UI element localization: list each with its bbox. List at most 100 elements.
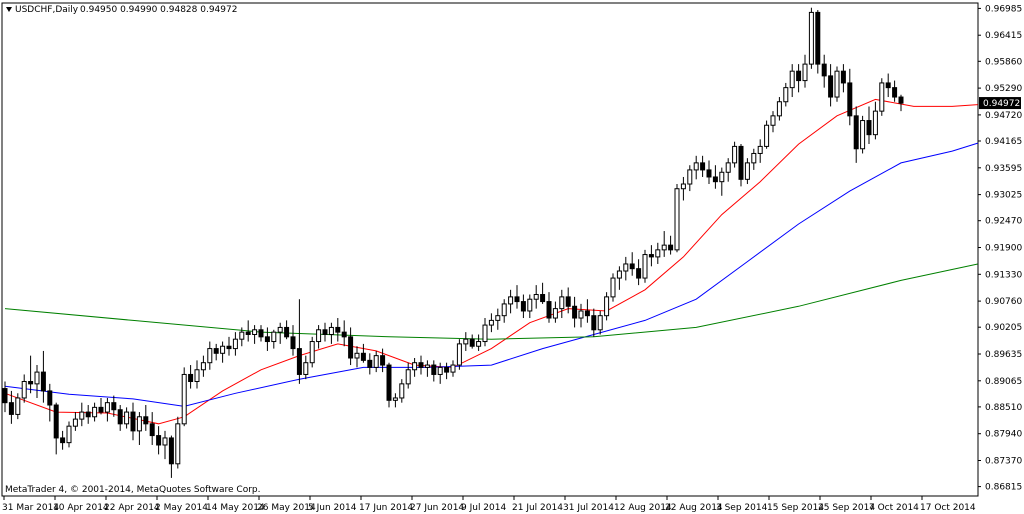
candle-body: [348, 336, 354, 359]
candle-body: [124, 411, 130, 425]
candle: [412, 357, 418, 377]
candle: [386, 362, 392, 408]
candle: [348, 327, 354, 366]
candle-body: [495, 315, 501, 321]
candle-body: [469, 338, 475, 347]
candle-body: [725, 162, 731, 173]
date-tick-label: 26 May 2014: [257, 503, 316, 513]
candle-body: [136, 416, 142, 432]
price-tick-label: 0.93595: [985, 164, 1022, 174]
candle-body: [456, 343, 462, 366]
date-tick-label: 17 Jun 2014: [359, 503, 413, 513]
candle-body: [776, 101, 782, 117]
price-tick-label: 0.91900: [985, 244, 1022, 254]
candle: [629, 252, 635, 276]
candle-body: [636, 268, 642, 279]
candle: [738, 144, 744, 187]
candle-body: [706, 169, 712, 178]
candle: [885, 73, 891, 98]
candle: [322, 322, 328, 342]
candle: [181, 367, 187, 427]
candle: [335, 318, 341, 342]
date-tick-label: 15 Sep 2014: [767, 503, 824, 513]
candle-body: [501, 303, 507, 317]
candle-body: [616, 270, 622, 279]
candle-body: [380, 355, 386, 366]
candle-body: [303, 362, 309, 375]
candle-body: [584, 310, 590, 317]
candle: [770, 111, 776, 133]
candle: [501, 299, 507, 323]
candle-body: [104, 402, 110, 413]
candle-body: [520, 301, 526, 312]
date-tick-label: 22 Aug 2014: [665, 503, 723, 513]
candle-body: [72, 418, 78, 427]
candle-body: [674, 188, 680, 251]
candle-body: [143, 416, 149, 425]
candle-body: [92, 406, 98, 418]
candle: [418, 355, 424, 375]
candle-body: [482, 324, 488, 343]
candle: [309, 336, 315, 368]
candle: [296, 299, 302, 384]
candle-body: [130, 411, 136, 432]
candle-body: [239, 331, 245, 340]
candle: [520, 294, 526, 319]
candle-body: [680, 183, 686, 190]
candle-body: [85, 411, 91, 418]
candle-body: [2, 388, 8, 404]
candle-body: [277, 326, 283, 333]
candle: [623, 256, 629, 281]
price-tick-label: 0.93025: [985, 191, 1022, 201]
candle: [552, 301, 558, 323]
candle-body: [885, 82, 891, 89]
candle: [47, 383, 53, 422]
candle: [853, 106, 859, 163]
candle-body: [546, 301, 552, 319]
candle: [188, 365, 194, 389]
candle-body: [565, 296, 571, 307]
candle: [488, 313, 494, 333]
candle: [565, 287, 571, 314]
candle-body: [188, 373, 194, 383]
candle: [757, 139, 763, 163]
candle-body: [540, 294, 546, 303]
candle-body: [200, 362, 206, 371]
candle: [578, 303, 584, 328]
price-tick-label: 0.94720: [985, 111, 1022, 121]
candle-body: [264, 336, 270, 343]
candle-body: [367, 359, 373, 368]
candle-body: [770, 115, 776, 126]
candle: [744, 158, 750, 185]
candle: [828, 64, 834, 107]
candle: [226, 336, 232, 356]
candle: [424, 360, 430, 377]
date-tick-label: 12 Aug 2014: [614, 503, 672, 513]
candle: [668, 235, 674, 255]
candle-body: [860, 120, 866, 150]
candle: [290, 325, 296, 356]
candle-body: [220, 345, 226, 354]
candle: [661, 231, 667, 257]
candle: [21, 374, 27, 403]
candle: [514, 285, 520, 309]
candle: [808, 7, 814, 69]
candle-body: [821, 63, 827, 77]
candle-body: [604, 296, 610, 317]
candle-body: [527, 298, 533, 312]
copyright-footer: MetaTrader 4, © 2001-2014, MetaQuotes So…: [5, 485, 261, 495]
candle-body: [309, 341, 315, 364]
candle: [130, 402, 136, 441]
candle: [655, 242, 661, 264]
candle-body: [796, 70, 802, 82]
candle-body: [53, 404, 59, 439]
candle: [693, 155, 699, 180]
price-tick-label: 0.96985: [985, 4, 1022, 14]
candle: [732, 141, 738, 168]
candle-body: [28, 381, 34, 385]
candle-body: [213, 348, 219, 354]
symbol-menu-icon[interactable]: [6, 7, 12, 12]
candle: [482, 318, 488, 347]
candle-body: [661, 244, 667, 251]
